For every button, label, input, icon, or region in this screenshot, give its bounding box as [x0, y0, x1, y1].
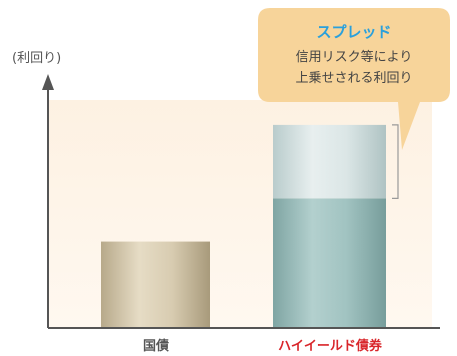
callout-bubble — [258, 8, 450, 150]
category-label-govt-bond: 国債 — [143, 338, 169, 354]
callout-line-1: 信用リスク等により — [296, 49, 413, 65]
y-axis-arrow-icon — [42, 74, 54, 90]
bar-spread — [273, 124, 386, 199]
category-label-high-yield: ハイイールド債券 — [278, 338, 383, 354]
bar-high-yield — [273, 198, 386, 328]
callout-line-2: 上乗せされる利回り — [295, 71, 412, 86]
bar-govt-bond — [101, 241, 210, 328]
callout-title: スプレッド — [316, 23, 391, 41]
spread-callout: スプレッド 信用リスク等により 上乗せされる利回り — [258, 8, 450, 150]
spread-bracket — [392, 124, 399, 199]
y-axis-label: (利回り) — [12, 51, 61, 66]
